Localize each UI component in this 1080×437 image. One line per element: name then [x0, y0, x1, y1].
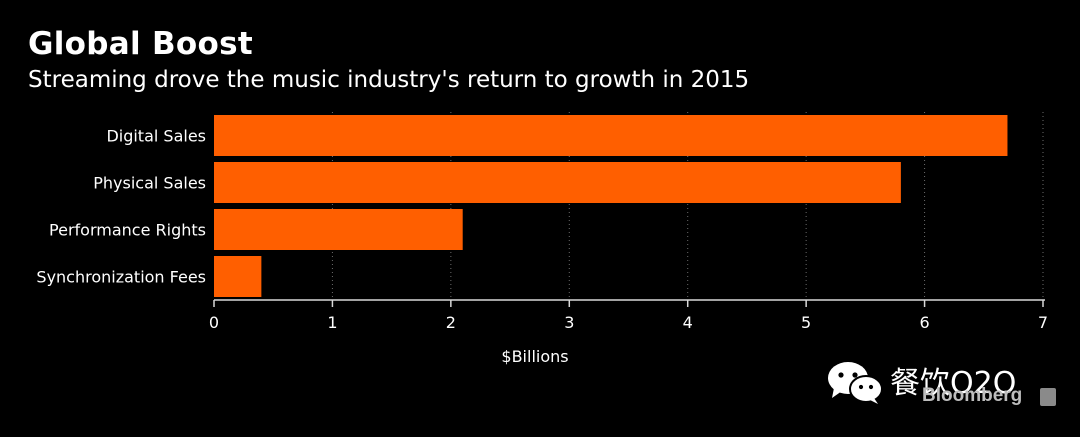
category-label: Digital Sales [106, 127, 206, 146]
x-tick-label: 7 [1038, 313, 1048, 332]
bar [214, 162, 901, 203]
x-tick-label: 5 [801, 313, 811, 332]
x-tick-label: 0 [209, 313, 219, 332]
category-label: Synchronization Fees [36, 268, 206, 287]
bar [214, 256, 262, 297]
watermark-brand: Bloomberg [922, 385, 1023, 406]
x-tick-label: 1 [327, 313, 337, 332]
x-axis-title: $Billions [501, 347, 568, 366]
x-tick-label: 3 [564, 313, 574, 332]
x-tick-label: 4 [683, 313, 693, 332]
category-label: Performance Rights [49, 221, 206, 240]
category-label: Physical Sales [93, 174, 206, 193]
chart-subtitle: Streaming drove the music industry's ret… [28, 67, 750, 93]
bar [214, 115, 1008, 156]
x-tick-label: 2 [446, 313, 456, 332]
watermark-badge-icon [1040, 388, 1056, 406]
wechat-icon [828, 362, 883, 404]
watermark-account: 餐饮O2O [890, 366, 1017, 401]
chart-title: Global Boost [28, 26, 253, 62]
x-tick-label: 6 [919, 313, 929, 332]
watermark: 餐饮O2O Bloomberg [826, 356, 1056, 416]
bar [214, 209, 463, 250]
